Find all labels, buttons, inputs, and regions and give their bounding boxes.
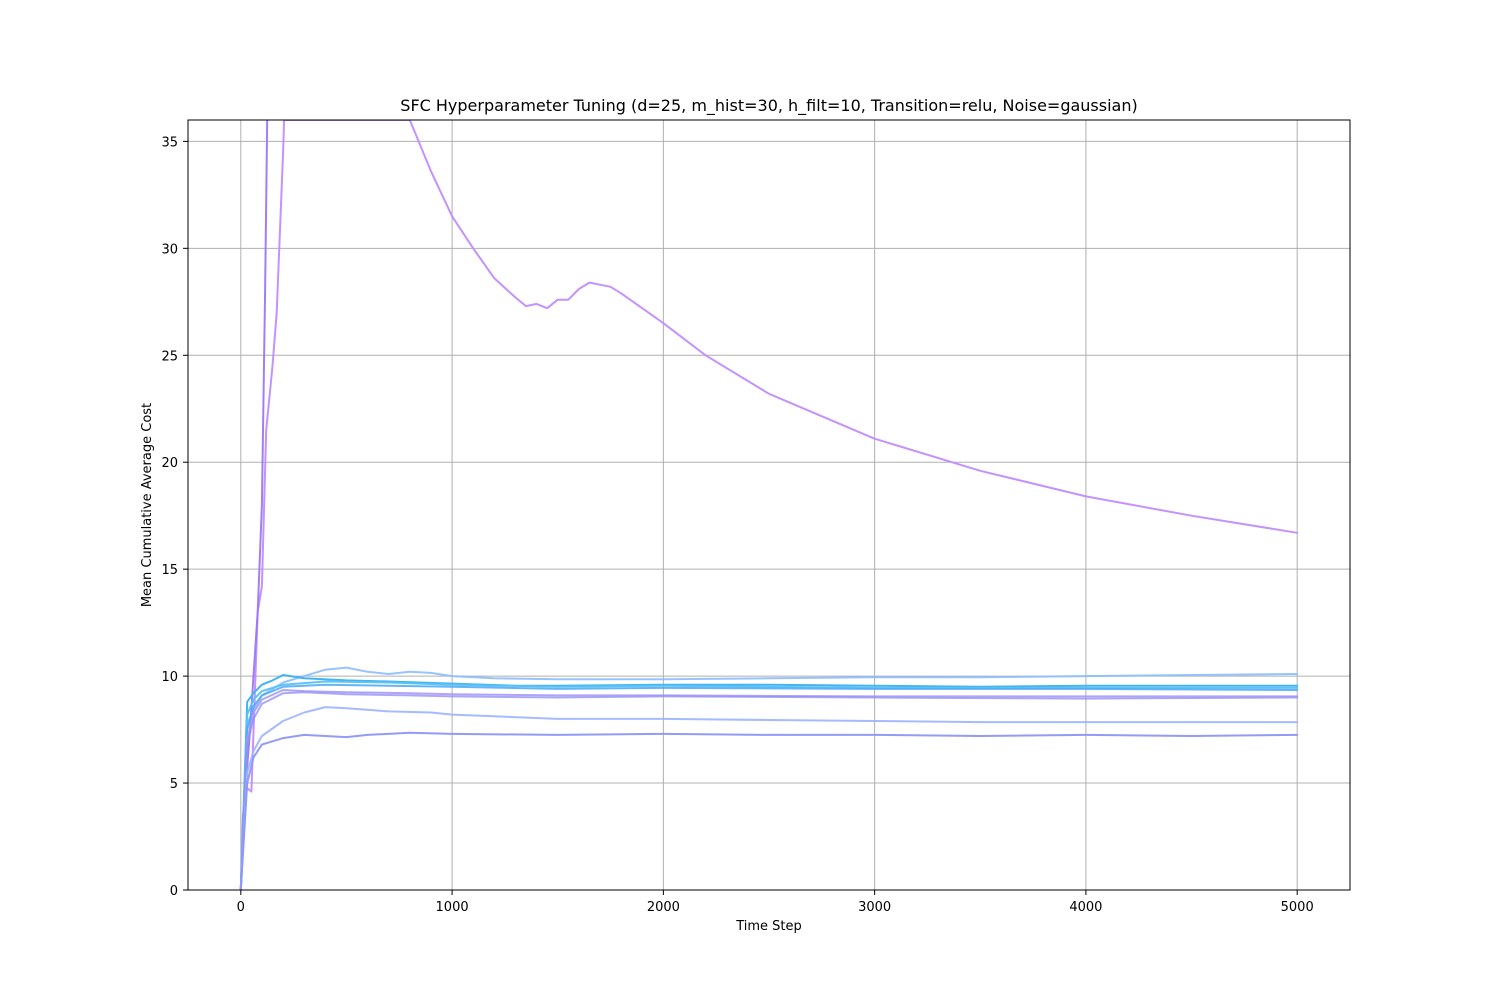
y-axis-ticks: 0 5 10 15 20 25 30 35 [161, 135, 188, 899]
plot-frame [187, 119, 1351, 891]
x-axis-label: Time Step [735, 919, 802, 934]
x-tick-label: 2000 [647, 900, 680, 915]
series-layer [239, 120, 1299, 890]
x-axis-ticks: 0 1000 2000 3000 4000 5000 [237, 890, 1314, 915]
x-tick-label: 5000 [1281, 900, 1314, 915]
series-line-4 [239, 674, 1299, 890]
y-tick-label: 15 [161, 563, 178, 578]
series-line-9 [239, 706, 1299, 890]
x-tick-label: 3000 [858, 900, 891, 915]
series-line-5 [239, 680, 1299, 890]
y-axis-label: Mean Cumulative Average Cost [140, 403, 155, 607]
y-tick-label: 5 [170, 777, 178, 792]
x-tick-label: 4000 [1069, 900, 1102, 915]
series-line-3 [239, 666, 1299, 890]
x-tick-label: 1000 [436, 900, 469, 915]
y-tick-label: 10 [161, 670, 178, 685]
series-line-8 [239, 691, 1299, 890]
y-tick-label: 25 [161, 349, 178, 364]
series-line-7 [239, 689, 1299, 890]
series-line-6 [239, 683, 1299, 890]
y-tick-label: 30 [161, 242, 178, 257]
chart-title: SFC Hyperparameter Tuning (d=25, m_hist=… [400, 96, 1137, 116]
y-tick-label: 20 [161, 456, 178, 471]
x-tick-label: 0 [237, 900, 245, 915]
y-tick-label: 35 [161, 135, 178, 150]
grid-lines [188, 120, 1350, 891]
series-line-1 [239, 120, 1299, 890]
y-tick-label: 0 [170, 884, 178, 899]
series-line-10 [239, 731, 1299, 890]
